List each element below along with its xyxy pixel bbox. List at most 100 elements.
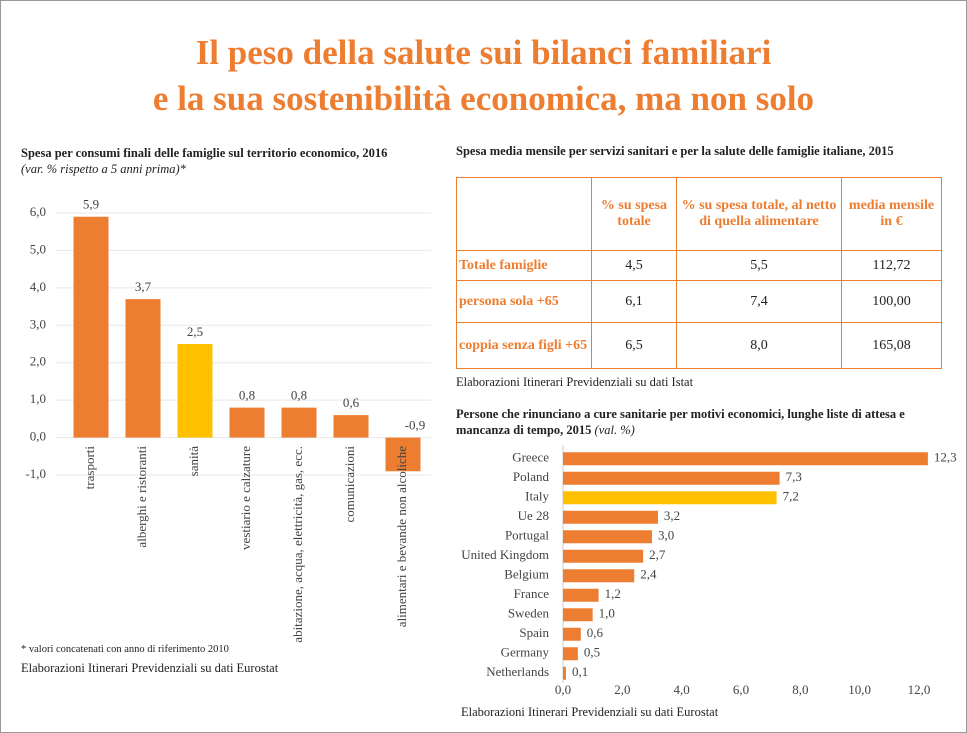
x-tick-label: trasporti [82,446,97,490]
y-tick-label: 5,0 [30,241,46,256]
bar [563,627,581,641]
bar [229,407,265,438]
x-tick-label: 8,0 [792,682,808,697]
x-tick-label: sanità [186,446,201,477]
subtitle: (var. % rispetto a 5 anni prima)* [21,162,186,176]
y-tick-label: 1,0 [30,391,46,406]
bar [563,569,635,583]
value-label: 1,0 [599,606,615,621]
row-header: persona sola +65 [456,280,592,323]
cell: 8,0 [676,322,842,369]
bar [563,608,593,622]
value-label: 0,6 [587,625,604,640]
value-label: 7,3 [786,469,802,484]
value-label: 2,5 [187,324,203,339]
category-label: Portugal [505,528,549,543]
value-label: 0,6 [343,395,360,410]
source: Elaborazioni Itinerari Previdenziali su … [21,661,279,675]
cell: 165,08 [841,322,942,369]
x-tick-label: vestiario e calzature [238,446,253,550]
category-label: Ue 28 [518,508,549,523]
corner-cell [456,177,592,251]
source: Elaborazioni Itinerari Previdenziali su … [461,705,719,719]
cell: 6,5 [591,322,677,369]
title-text: Persone che rinunciano a cure sanitarie … [456,407,905,437]
value-label: 3,2 [664,508,680,523]
value-label: 3,0 [658,528,674,543]
table: % su spesa totale % su spesa totale, al … [456,177,942,369]
y-tick-label: 4,0 [30,279,46,294]
category-label: Germany [501,645,550,660]
chart-title: Persone che rinunciano a cure sanitarie … [456,406,936,438]
row-header: coppia senza figli +65 [456,322,592,369]
row-header: Totale famiglie [456,250,592,281]
bar [125,299,161,438]
value-label: 0,1 [572,664,588,679]
chart-title: Spesa per consumi finali delle famiglie … [21,145,401,177]
x-tick-label: comunicazioni [342,446,357,523]
bar [563,588,599,602]
value-label: 0,8 [291,388,307,403]
x-tick-label: 6,0 [733,682,749,697]
category-label: Belgium [504,567,549,582]
bar [563,471,780,485]
x-tick-label: alimentari e bevande non alcoliche [394,446,409,627]
table-title: Spesa media mensile per servizi sanitari… [456,144,894,158]
bar [563,510,658,524]
y-tick-label: 2,0 [30,354,46,369]
bar [333,415,369,438]
column-header: media mensile in € [841,177,942,251]
x-tick-label: 0,0 [555,682,571,697]
x-tick-label: 4,0 [674,682,690,697]
bar [563,647,578,661]
x-tick-label: 12,0 [908,682,931,697]
y-tick-label: 0,0 [30,429,46,444]
bar [563,452,928,466]
column-header: % su spesa totale [591,177,677,251]
value-label: 0,5 [584,645,600,660]
bar [563,549,644,563]
category-label: Greece [512,450,549,465]
category-label: Italy [525,489,549,504]
table-source: Elaborazioni Itinerari Previdenziali su … [456,375,694,389]
category-label: Sweden [508,606,550,621]
value-label: 2,7 [649,547,666,562]
value-label: 5,9 [83,197,99,212]
title-line: Il peso della salute sui bilanci familia… [195,33,772,72]
cell: 100,00 [841,280,942,323]
value-label: 2,4 [640,567,657,582]
column-header: % su spesa totale, al netto di quella al… [676,177,842,251]
footnote: * valori concatenati con anno di riferim… [21,644,229,655]
cell: 4,5 [591,250,677,281]
cell: 7,4 [676,280,842,323]
category-label: United Kingdom [461,547,549,562]
title-line: e la sua sostenibilità economica, ma non… [152,79,815,118]
bar [281,407,317,438]
bar [177,344,213,438]
bar [563,530,652,544]
value-label: 0,8 [239,388,255,403]
y-tick-label: 3,0 [30,316,46,331]
category-label: Spain [519,625,549,640]
cell: 5,5 [676,250,842,281]
bar [73,216,109,438]
subtitle: (val. %) [594,423,635,437]
bar [385,437,421,472]
x-tick-label: 10,0 [848,682,871,697]
x-tick-label: 2,0 [614,682,630,697]
title-text: Spesa per consumi finali delle famiglie … [21,146,388,160]
value-label: 3,7 [135,279,152,294]
x-tick-label: alberghi e ristoranti [134,446,149,548]
category-label: Netherlands [486,664,549,679]
value-label: 7,2 [783,489,799,504]
value-label: 1,2 [605,586,621,601]
category-label: Poland [513,469,550,484]
y-tick-label: 6,0 [30,204,46,219]
cell: 6,1 [591,280,677,323]
value-label: -0,9 [405,418,426,433]
bar [563,491,777,505]
category-label: France [514,586,550,601]
cell: 112,72 [841,250,942,281]
